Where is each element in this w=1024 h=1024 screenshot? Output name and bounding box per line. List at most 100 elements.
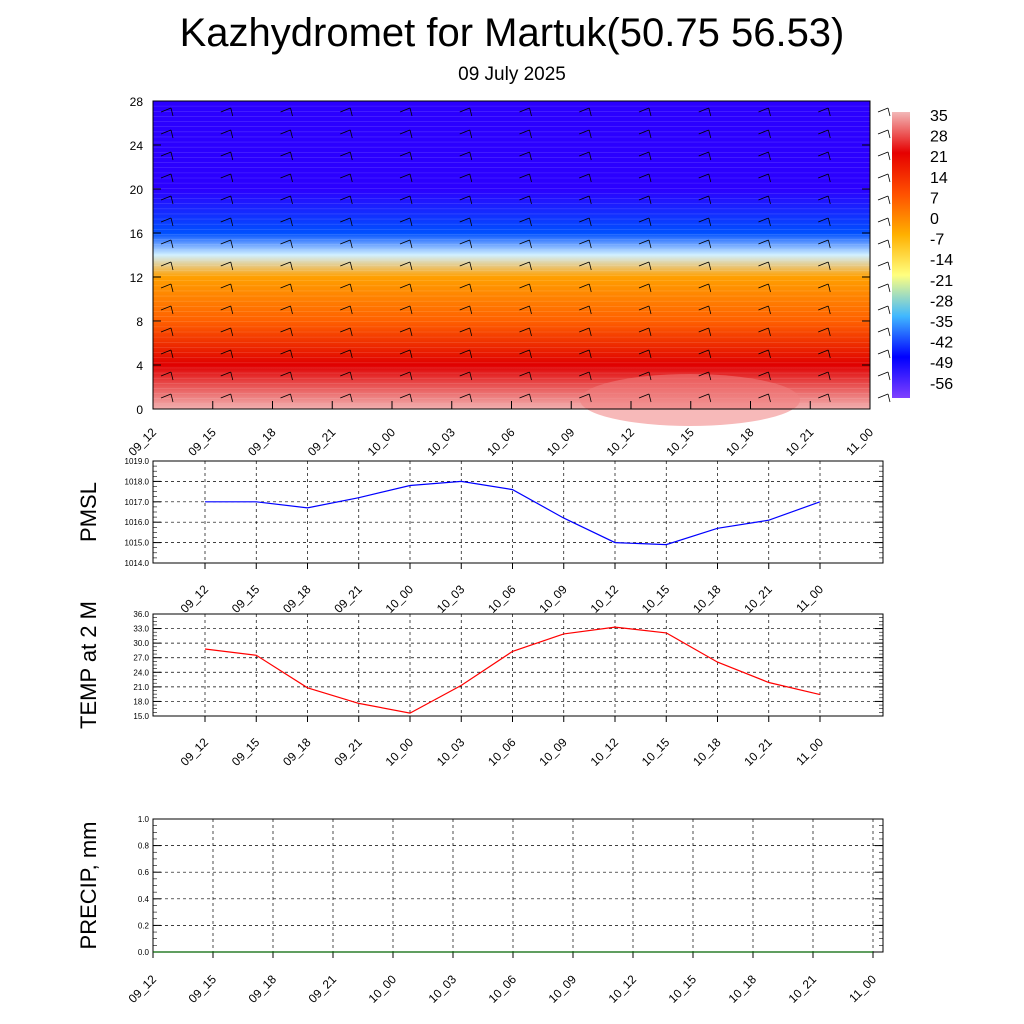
wind-barb (579, 195, 592, 205)
wind-barb (220, 261, 234, 271)
wind-barb (519, 195, 532, 205)
wind-barb (220, 217, 234, 227)
x-tick-label: 10_21 (786, 972, 820, 1006)
wind-barb (340, 349, 353, 359)
wind-barb (399, 173, 413, 183)
wind-barb (340, 151, 353, 161)
wind-barb (160, 327, 174, 337)
x-tick-label: 10_00 (383, 735, 417, 769)
wind-barb (519, 107, 532, 117)
y-tick-label: 0.6 (138, 868, 150, 877)
wind-barb (638, 195, 652, 205)
wind-barb (818, 173, 831, 183)
x-tick-label: 10_18 (723, 425, 757, 459)
wind-barb (220, 129, 234, 139)
wind-barb (638, 371, 652, 381)
wind-barb (340, 283, 353, 293)
wind-barb (220, 239, 234, 249)
y-tick-label: 1.0 (138, 815, 150, 824)
wind-barb (459, 195, 473, 205)
wind-barb (698, 371, 712, 381)
wind-barb (638, 349, 652, 359)
colorbar-label: -56 (930, 376, 953, 393)
wind-barb (877, 371, 891, 381)
wind-barb (160, 305, 174, 315)
wind-barb (280, 173, 293, 183)
y-tick-label: 0.4 (138, 895, 150, 904)
wind-barb (579, 107, 592, 117)
x-tick-label: 10_12 (588, 735, 622, 769)
x-tick-label: 10_21 (741, 735, 775, 769)
wind-barb (340, 371, 353, 381)
x-tick-label: 11_00 (793, 735, 826, 768)
wind-barb (399, 393, 413, 403)
y-tick-label: 1015.0 (125, 539, 150, 548)
wind-barb (877, 305, 891, 315)
wind-barb (579, 151, 592, 161)
chart-subtitle: 09 July 2025 (458, 64, 566, 85)
wind-barb (638, 217, 652, 227)
wind-barb (758, 305, 771, 315)
wind-barb (638, 107, 652, 117)
x-tick-label: 10_03 (434, 735, 468, 769)
y-axis-label: PRECIP, mm (76, 822, 101, 950)
wind-barb (877, 349, 891, 359)
wind-barb (459, 151, 473, 161)
x-tick-label: 10_00 (365, 425, 399, 459)
wind-barb (877, 129, 891, 139)
wind-barb (818, 239, 831, 249)
wind-barb (818, 327, 831, 337)
wind-barb (280, 349, 293, 359)
wind-barb (280, 371, 293, 381)
wind-barb (160, 349, 174, 359)
wind-barb (399, 195, 413, 205)
x-tick-label: 10_09 (546, 972, 580, 1006)
wind-barb (758, 349, 771, 359)
wind-barb (877, 239, 891, 249)
wind-barb (758, 283, 771, 293)
wind-barb (340, 217, 353, 227)
wind-barb (579, 283, 592, 293)
x-tick-label: 10_06 (486, 972, 520, 1006)
y-tick-label: 4 (136, 359, 143, 373)
wind-barb (579, 349, 592, 359)
wind-barb (877, 261, 891, 271)
wind-barb (698, 107, 712, 117)
wind-barb (340, 393, 353, 403)
wind-barb (399, 327, 413, 337)
x-tick-label: 10_15 (666, 972, 700, 1006)
wind-barb (160, 393, 174, 403)
wind-barb (698, 129, 712, 139)
wind-barb (638, 173, 652, 183)
wind-barb (220, 173, 234, 183)
wind-barb (579, 371, 592, 381)
y-tick-label: 8 (136, 315, 143, 329)
wind-barb (280, 107, 293, 117)
wind-barb (579, 239, 592, 249)
colorbar-label: 7 (930, 190, 939, 207)
colorbar-label: 0 (930, 211, 939, 228)
wind-barb (877, 393, 891, 403)
y-tick-label: 24.0 (133, 668, 149, 677)
wind-barb (698, 283, 712, 293)
x-tick-label: 11_00 (793, 582, 826, 615)
x-tick-label: 10_09 (536, 735, 570, 769)
wind-barb (579, 173, 592, 183)
wind-barb (340, 327, 353, 337)
wind-barb (818, 195, 831, 205)
wind-barb (579, 393, 592, 403)
x-tick-label: 09_18 (280, 582, 314, 616)
wind-barb (220, 305, 234, 315)
wind-barb (220, 151, 234, 161)
x-tick-label: 10_06 (484, 425, 518, 459)
wind-barb (459, 371, 473, 381)
y-tick-label: 28 (130, 95, 144, 109)
x-tick-label: 09_21 (305, 425, 339, 459)
wind-barb (280, 195, 293, 205)
y-tick-label: 0 (136, 403, 143, 417)
wind-barb (519, 173, 532, 183)
panel-frame (152, 818, 884, 953)
y-tick-label: 1017.0 (125, 498, 150, 507)
wind-barb (160, 129, 174, 139)
wind-barb (519, 261, 532, 271)
